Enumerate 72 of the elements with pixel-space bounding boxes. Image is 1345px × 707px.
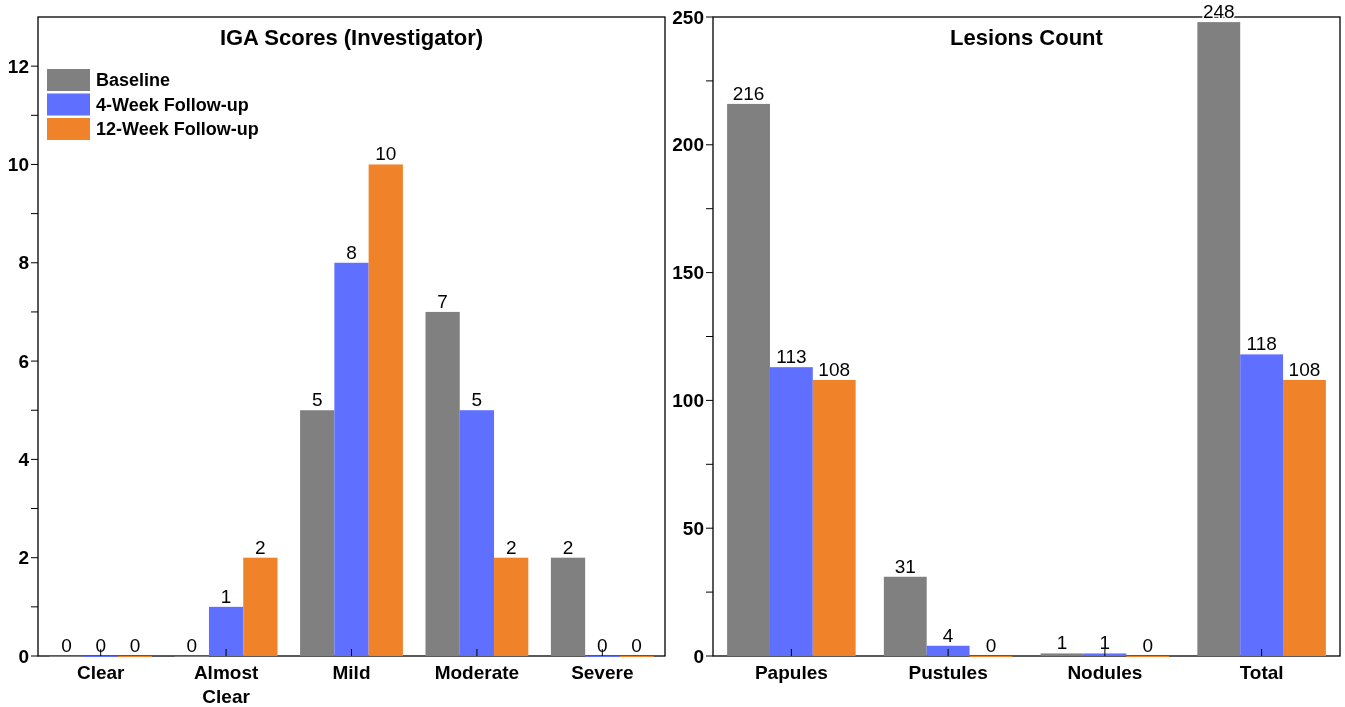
y-tick-label: 0: [693, 645, 704, 667]
bar: [769, 367, 813, 656]
bar: [883, 576, 927, 656]
data-label: 1: [1099, 632, 1111, 654]
x-tick-label: Papules: [754, 662, 828, 683]
data-label: 0: [61, 635, 72, 656]
data-label: 118: [1246, 333, 1277, 355]
x-tick-label: Moderate: [434, 662, 520, 683]
bar: [425, 311, 460, 656]
data-label: 0: [129, 635, 141, 656]
data-label: 216: [732, 82, 765, 104]
bar: [550, 557, 586, 656]
data-label: 0: [985, 635, 997, 656]
data-label: 2: [255, 536, 266, 558]
bar: [727, 103, 770, 656]
y-tick-label: 100: [672, 390, 704, 412]
bar: [1040, 653, 1084, 656]
bar: [300, 410, 335, 656]
y-tick-label: 200: [672, 134, 704, 156]
data-label: 0: [631, 635, 642, 656]
bar: [1283, 379, 1326, 656]
data-label: 2: [562, 536, 574, 558]
bar: [1240, 354, 1284, 656]
y-tick-label: 6: [18, 350, 29, 372]
bar: [926, 645, 970, 656]
y-tick-label: 4: [18, 449, 30, 471]
x-tick-label: Pustules: [908, 662, 988, 683]
bar: [1197, 22, 1241, 656]
data-label: 0: [186, 635, 198, 656]
data-label: 0: [597, 635, 608, 656]
data-label: 5: [471, 389, 483, 411]
data-label: 113: [776, 346, 807, 368]
data-label: 8: [346, 241, 357, 263]
x-tick-label: Total: [1239, 662, 1284, 683]
y-tick-label: 150: [672, 262, 704, 284]
data-label: 10: [375, 143, 397, 165]
x-tick-label: Clear: [76, 662, 126, 683]
chart-title: Lesions Count: [950, 25, 1104, 50]
data-label: 1: [1056, 632, 1068, 654]
bar: [334, 262, 369, 656]
data-label: 108: [818, 358, 851, 380]
data-label: 0: [1142, 635, 1154, 656]
chart-title: IGA Scores (Investigator): [219, 25, 484, 50]
bar: [459, 410, 495, 656]
data-label: 7: [437, 290, 448, 312]
bar: [812, 379, 856, 656]
x-tick-label: Mild: [332, 662, 371, 683]
data-label: 0: [95, 635, 106, 656]
bar: [208, 606, 244, 656]
bar: [494, 557, 529, 656]
bar: [243, 557, 278, 656]
y-tick-label: 10: [7, 154, 29, 176]
data-label: 5: [311, 389, 323, 411]
data-label: 31: [894, 555, 916, 577]
data-label: 2: [505, 536, 517, 558]
x-tick-label: Almost Clear: [193, 662, 259, 707]
data-label: 4: [942, 624, 954, 646]
legend-label: 12-Week Follow-up: [96, 119, 259, 140]
data-label: 108: [1288, 358, 1321, 380]
y-tick-label: 250: [672, 6, 704, 28]
x-tick-label: Severe: [571, 662, 634, 683]
y-tick-label: 12: [7, 55, 29, 77]
x-tick-label: Nodules: [1067, 662, 1143, 683]
bar: [1083, 653, 1127, 656]
bar: [368, 164, 403, 656]
legend-label: 4-Week Follow-up: [96, 94, 249, 115]
y-tick-label: 50: [682, 517, 704, 539]
y-tick-label: 0: [18, 645, 29, 667]
data-label: 1: [220, 585, 232, 607]
legend-label: Baseline: [96, 70, 171, 91]
y-tick-label: 8: [18, 252, 29, 274]
y-tick-label: 2: [18, 547, 29, 569]
